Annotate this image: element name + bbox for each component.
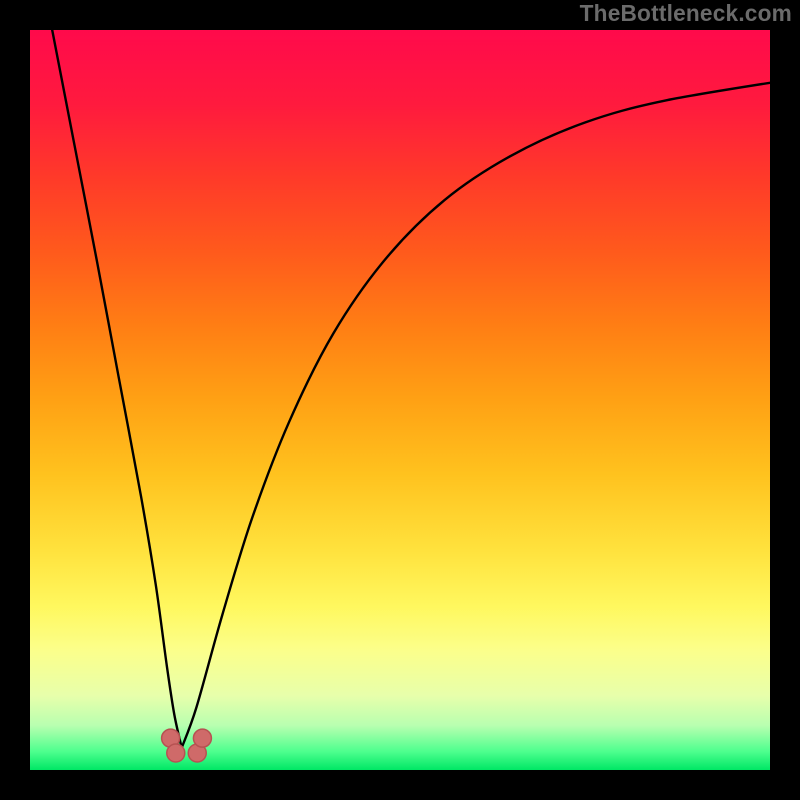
trough-marker <box>193 729 211 747</box>
watermark-label: TheBottleneck.com <box>580 0 792 27</box>
trough-marker <box>167 744 185 762</box>
chart-stage: TheBottleneck.com <box>0 0 800 800</box>
gradient-background <box>30 30 770 770</box>
bottleneck-chart <box>0 0 800 800</box>
